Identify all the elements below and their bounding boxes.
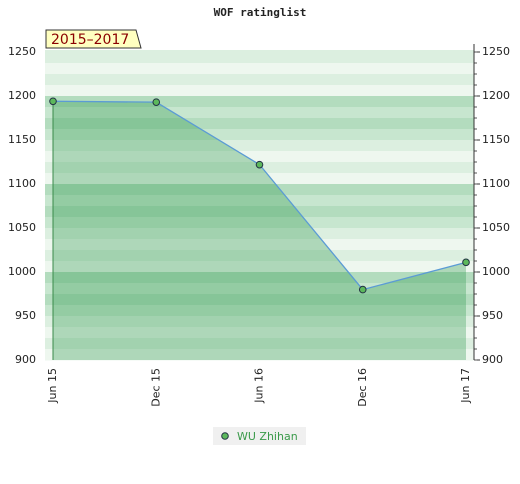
stripe — [45, 173, 474, 185]
y2-tick-label: 1200 — [482, 89, 510, 102]
point — [152, 98, 161, 106]
stripe — [45, 217, 474, 229]
x-tick-label: Jun 17 — [459, 368, 472, 404]
stripe — [45, 283, 474, 295]
stripe — [45, 349, 474, 361]
y-tick-label: 1050 — [8, 221, 36, 234]
stripe — [45, 74, 474, 86]
chart-title: WOF ratinglist — [214, 6, 307, 19]
x-tick-label: Jun 16 — [253, 368, 266, 404]
point — [358, 285, 367, 294]
y2-tick-label: 1150 — [482, 133, 510, 146]
legend-box — [213, 427, 306, 445]
badge — [45, 29, 142, 49]
y2-tick-label: 1050 — [482, 221, 510, 234]
stripe — [45, 96, 474, 108]
point — [49, 97, 57, 106]
stripe — [45, 250, 474, 262]
stripe — [45, 129, 474, 141]
area — [53, 101, 466, 360]
y2-tick-label: 950 — [482, 309, 503, 322]
stripe — [45, 316, 474, 328]
y-tick-label: 1250 — [8, 45, 36, 58]
stripe — [45, 140, 474, 152]
stripe — [45, 63, 474, 75]
y-tick-label: 900 — [15, 353, 36, 366]
y-tick-label: 1100 — [8, 177, 36, 190]
y-tick-label: 1000 — [8, 265, 36, 278]
stripe — [45, 206, 474, 218]
stripe — [45, 52, 474, 64]
y2-tick-label: 1000 — [482, 265, 510, 278]
stripe — [45, 228, 474, 240]
legend-marker — [221, 432, 229, 440]
stripe — [45, 272, 474, 284]
point — [255, 160, 264, 169]
stripe — [45, 107, 474, 119]
y-tick-label: 950 — [15, 309, 36, 322]
stripe — [45, 261, 474, 273]
badge-text: 2015–2017 — [51, 32, 129, 48]
y-tick-label: 1150 — [8, 133, 36, 146]
x-tick-label: Jun 15 — [46, 368, 59, 404]
y2-tick-label: 1250 — [482, 45, 510, 58]
point — [462, 258, 470, 267]
y-tick-label: 1200 — [8, 89, 36, 102]
stripe — [45, 305, 474, 317]
stripe — [45, 118, 474, 130]
stripe — [45, 239, 474, 251]
x-tick-label: Dec 15 — [149, 368, 162, 407]
stripe — [45, 195, 474, 207]
stripe — [45, 327, 474, 339]
stripe — [45, 184, 474, 196]
stripe — [45, 338, 474, 350]
y2-tick-label: 1100 — [482, 177, 510, 190]
stripe — [45, 151, 474, 163]
stripe — [45, 294, 474, 306]
plot-background — [45, 50, 474, 361]
legend-label: WU Zhihan — [237, 430, 298, 443]
y2-tick-label: 900 — [482, 353, 503, 366]
x-tick-label: Dec 16 — [356, 368, 369, 407]
stripe — [45, 85, 474, 97]
